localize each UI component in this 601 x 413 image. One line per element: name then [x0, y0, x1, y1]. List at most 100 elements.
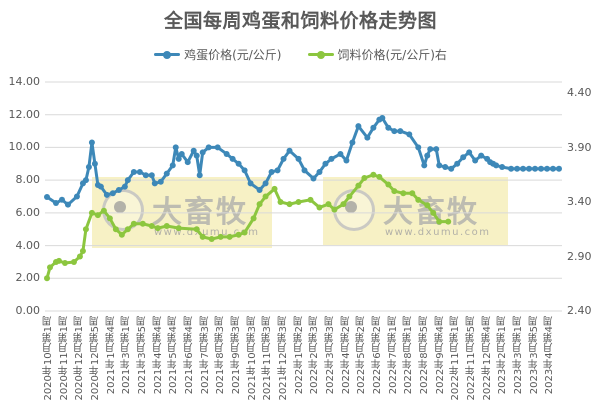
data-point-marker[interactable]	[307, 196, 314, 203]
data-point-marker[interactable]	[85, 164, 92, 171]
data-point-marker[interactable]	[325, 201, 332, 208]
data-point-marker[interactable]	[499, 164, 506, 171]
data-point-marker[interactable]	[397, 128, 404, 135]
data-point-marker[interactable]	[79, 248, 86, 255]
data-point-marker[interactable]	[520, 165, 527, 172]
data-point-marker[interactable]	[142, 172, 149, 179]
data-point-marker[interactable]	[460, 154, 467, 161]
data-point-marker[interactable]	[445, 218, 452, 225]
data-point-marker[interactable]	[163, 222, 170, 229]
data-point-marker[interactable]	[532, 165, 539, 172]
data-point-marker[interactable]	[355, 123, 362, 130]
data-point-marker[interactable]	[100, 207, 107, 214]
data-point-marker[interactable]	[328, 155, 335, 162]
data-point-marker[interactable]	[301, 167, 308, 174]
data-point-marker[interactable]	[124, 226, 131, 233]
data-point-marker[interactable]	[163, 170, 170, 177]
data-point-marker[interactable]	[175, 155, 182, 162]
data-point-marker[interactable]	[205, 144, 212, 151]
data-point-marker[interactable]	[136, 168, 143, 175]
data-point-marker[interactable]	[424, 152, 431, 159]
data-point-marker[interactable]	[55, 257, 62, 264]
data-point-marker[interactable]	[235, 160, 242, 167]
data-point-marker[interactable]	[115, 186, 122, 193]
data-point-marker[interactable]	[316, 168, 323, 175]
data-point-marker[interactable]	[169, 162, 176, 169]
data-point-marker[interactable]	[52, 200, 59, 207]
data-point-marker[interactable]	[448, 165, 455, 172]
data-point-marker[interactable]	[199, 149, 206, 156]
data-point-marker[interactable]	[175, 225, 182, 232]
data-point-marker[interactable]	[391, 188, 398, 195]
data-point-marker[interactable]	[118, 231, 125, 238]
data-point-marker[interactable]	[286, 201, 293, 208]
data-point-marker[interactable]	[154, 225, 161, 232]
data-point-marker[interactable]	[415, 144, 422, 151]
data-point-marker[interactable]	[427, 146, 434, 153]
data-point-marker[interactable]	[73, 193, 80, 200]
data-point-marker[interactable]	[193, 152, 200, 159]
data-point-marker[interactable]	[346, 193, 353, 200]
data-point-marker[interactable]	[199, 233, 206, 240]
data-point-marker[interactable]	[370, 171, 377, 178]
data-point-marker[interactable]	[391, 128, 398, 135]
data-point-marker[interactable]	[91, 160, 98, 167]
data-point-marker[interactable]	[88, 209, 95, 216]
data-point-marker[interactable]	[82, 226, 89, 233]
data-point-marker[interactable]	[406, 131, 413, 138]
data-point-marker[interactable]	[61, 260, 68, 267]
data-point-marker[interactable]	[76, 253, 83, 260]
data-point-marker[interactable]	[184, 159, 191, 166]
data-point-marker[interactable]	[538, 165, 545, 172]
data-point-marker[interactable]	[385, 181, 392, 188]
data-point-marker[interactable]	[436, 162, 443, 169]
data-point-marker[interactable]	[277, 199, 284, 205]
data-point-marker[interactable]	[124, 177, 131, 184]
data-point-marker[interactable]	[106, 215, 113, 222]
data-point-marker[interactable]	[349, 139, 356, 146]
data-point-marker[interactable]	[556, 165, 562, 172]
data-point-marker[interactable]	[217, 233, 224, 240]
data-point-marker[interactable]	[478, 152, 485, 159]
data-point-marker[interactable]	[226, 233, 233, 240]
data-point-marker[interactable]	[193, 226, 200, 233]
data-point-marker[interactable]	[310, 175, 317, 182]
data-point-marker[interactable]	[436, 218, 443, 225]
data-point-marker[interactable]	[97, 183, 104, 190]
legend-item-egg[interactable]: 鸡蛋价格(元/公斤)	[154, 46, 282, 63]
data-point-marker[interactable]	[130, 220, 137, 227]
data-point-marker[interactable]	[157, 178, 164, 185]
data-point-marker[interactable]	[223, 150, 230, 157]
data-point-marker[interactable]	[190, 147, 197, 154]
data-point-marker[interactable]	[361, 175, 368, 182]
data-point-marker[interactable]	[109, 190, 116, 197]
data-point-marker[interactable]	[94, 212, 101, 219]
data-point-marker[interactable]	[250, 215, 257, 222]
data-point-marker[interactable]	[82, 177, 89, 184]
data-point-marker[interactable]	[376, 173, 383, 180]
data-point-marker[interactable]	[295, 155, 302, 162]
data-point-marker[interactable]	[151, 180, 158, 187]
data-point-marker[interactable]	[70, 258, 77, 265]
data-point-marker[interactable]	[139, 220, 146, 227]
data-point-marker[interactable]	[340, 201, 347, 208]
data-point-marker[interactable]	[274, 167, 281, 174]
data-point-marker[interactable]	[247, 180, 254, 187]
data-point-marker[interactable]	[88, 139, 95, 146]
data-point-marker[interactable]	[256, 201, 263, 208]
data-point-marker[interactable]	[112, 226, 119, 233]
data-point-marker[interactable]	[316, 204, 323, 211]
data-point-marker[interactable]	[44, 275, 50, 282]
data-point-marker[interactable]	[415, 196, 422, 203]
data-point-marker[interactable]	[271, 185, 278, 192]
data-point-marker[interactable]	[178, 150, 185, 157]
data-point-marker[interactable]	[454, 160, 461, 167]
data-point-marker[interactable]	[430, 209, 437, 216]
data-point-marker[interactable]	[295, 199, 302, 205]
data-point-marker[interactable]	[130, 168, 137, 175]
data-point-marker[interactable]	[433, 146, 440, 153]
data-point-marker[interactable]	[337, 150, 344, 157]
data-point-marker[interactable]	[385, 124, 392, 131]
data-point-marker[interactable]	[46, 264, 53, 271]
data-point-marker[interactable]	[424, 202, 431, 209]
